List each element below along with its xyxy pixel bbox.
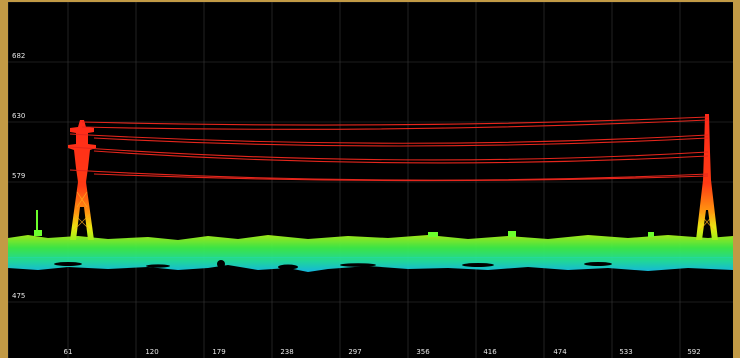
x-tick-label: 592 — [687, 348, 701, 356]
frame-left — [0, 0, 8, 358]
x-tick-label: 297 — [348, 348, 362, 356]
x-tick-label: 416 — [483, 348, 497, 356]
frame-top — [0, 0, 740, 2]
frame-right — [733, 0, 740, 358]
profile-plot[interactable] — [8, 2, 733, 358]
y-tick-label: 475 — [12, 292, 26, 300]
x-tick-label: 61 — [63, 348, 73, 356]
power-lines — [69, 116, 709, 182]
x-tick-label: 356 — [416, 348, 430, 356]
y-tick-label: 579 — [12, 172, 26, 180]
x-tick-label: 474 — [553, 348, 567, 356]
x-tick-label: 179 — [212, 348, 226, 356]
ground-points — [8, 210, 733, 272]
x-tick-label: 238 — [280, 348, 294, 356]
x-tick-label: 120 — [145, 348, 159, 356]
tower-left — [68, 120, 96, 240]
y-tick-label: 630 — [12, 112, 26, 120]
tower-right — [696, 114, 718, 240]
x-tick-label: 533 — [619, 348, 633, 356]
y-tick-label: 682 — [12, 52, 26, 60]
